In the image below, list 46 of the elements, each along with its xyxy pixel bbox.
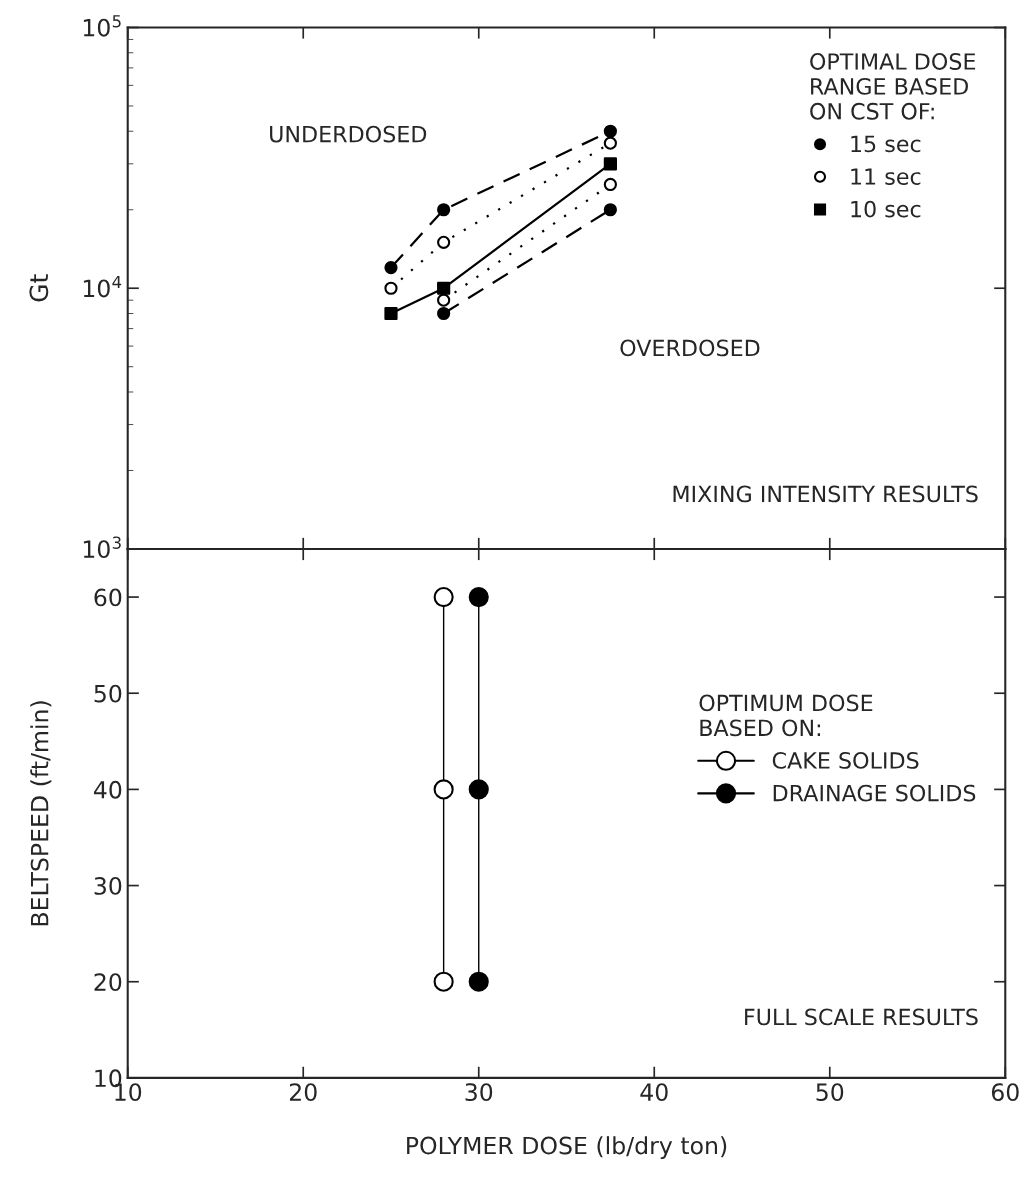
point — [433, 971, 454, 992]
annotation: FULL SCALE RESULTS — [745, 1008, 978, 1026]
point — [437, 235, 451, 249]
legend-title: OPTIMAL DOSE RANGE BASED ON CST OF: — [810, 53, 976, 120]
legend-label: 11 sec — [851, 168, 921, 185]
legend-label: CAKE SOLIDS — [772, 752, 919, 769]
y-tick-label: 50 — [94, 684, 122, 703]
legend-title: OPTIMUM DOSE BASED ON: — [699, 694, 873, 737]
legend-label: 10 sec — [851, 200, 921, 218]
point — [433, 779, 454, 800]
x-axis-title: POLYMER DOSE (lb/dry ton) — [407, 1136, 727, 1160]
point — [384, 281, 398, 295]
x-tick-label: 60 — [991, 1083, 1019, 1102]
point — [384, 260, 398, 275]
x-tick-label: 50 — [816, 1083, 844, 1102]
x-tick-label: 20 — [289, 1083, 317, 1102]
y-axis-title: BELTSPEED (ft/min) — [30, 701, 52, 926]
y-tick-label: 10$^{4}$ — [83, 275, 122, 298]
point — [603, 124, 617, 138]
annotation: MIXING INTENSITY RESULTS — [673, 485, 978, 503]
y-tick-label: 60 — [94, 588, 122, 607]
point — [437, 203, 451, 217]
point — [468, 587, 489, 608]
y-axis-title: Gt — [29, 274, 49, 302]
point — [437, 293, 451, 307]
y-tick-label: 10$^{3}$ — [83, 536, 121, 559]
point — [433, 587, 454, 608]
y-tick-label: 30 — [94, 877, 122, 895]
x-tick-label: 30 — [465, 1083, 493, 1102]
annotation: UNDERDOSED — [270, 125, 427, 143]
point — [603, 177, 617, 192]
point — [384, 306, 398, 321]
point — [603, 203, 617, 217]
y-tick-label: 20 — [94, 973, 122, 992]
point — [437, 281, 451, 295]
legend-label: 15 sec — [851, 135, 921, 153]
x-tick-label: 40 — [640, 1083, 668, 1102]
point — [468, 971, 489, 992]
y-tick-label: 10$^{5}$ — [83, 15, 121, 37]
point — [603, 136, 617, 150]
point — [468, 779, 489, 800]
legend-label: DRAINAGE SOLIDS — [773, 784, 976, 802]
y-tick-label: 40 — [93, 780, 122, 799]
point — [603, 157, 617, 171]
point — [437, 306, 451, 321]
annotation: OVERDOSED — [620, 339, 760, 357]
